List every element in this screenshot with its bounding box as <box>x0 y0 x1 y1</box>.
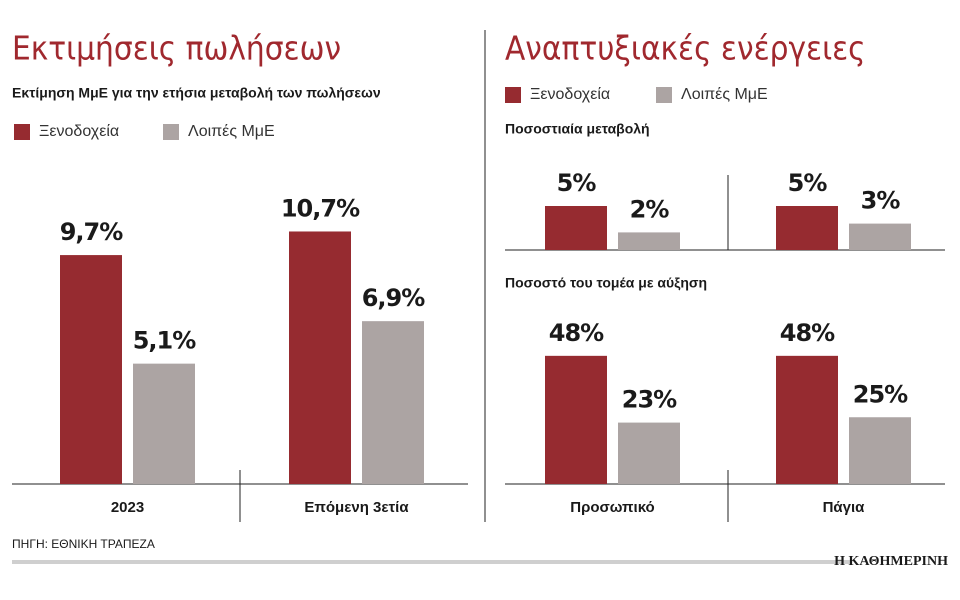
value-label: 2% <box>630 195 670 223</box>
subtitle: Εκτίμηση ΜμΕ για την ετήσια μεταβολή των… <box>12 85 381 101</box>
chart-title: Αναπτυξιακές ενέργειες <box>505 29 866 68</box>
legend-swatch <box>505 87 521 103</box>
value-label: 48% <box>780 319 835 347</box>
bar <box>545 206 607 250</box>
legend-label: Ξενοδοχεία <box>530 86 610 103</box>
legend-label: Λοιπές ΜμΕ <box>681 86 768 103</box>
legend-swatch <box>14 124 30 140</box>
value-label: 5% <box>788 169 828 197</box>
value-label: 10,7% <box>281 194 360 222</box>
value-label: 5,1% <box>133 327 197 355</box>
bar <box>849 417 911 484</box>
legend-swatch <box>163 124 179 140</box>
value-label: 3% <box>861 187 901 215</box>
bar <box>362 321 424 484</box>
legend-label: Λοιπές ΜμΕ <box>188 123 275 140</box>
legend-label: Ξενοδοχεία <box>39 123 119 140</box>
bar <box>289 231 351 484</box>
legend-swatch <box>656 87 672 103</box>
value-label: 23% <box>622 386 677 414</box>
brand: Η ΚΑΘΗΜΕΡΙΝΗ <box>834 554 948 569</box>
value-label: 25% <box>853 380 908 408</box>
bar <box>776 206 838 250</box>
subtitle: Ποσοστιαία μεταβολή <box>505 121 650 137</box>
value-label: 48% <box>549 319 604 347</box>
value-label: 5% <box>557 169 597 197</box>
chart-title: Εκτιμήσεις πωλήσεων <box>12 29 341 68</box>
bar <box>60 255 122 484</box>
source: ΠΗΓΗ: ΕΘΝΙΚΗ ΤΡΑΠΕΖΑ <box>12 537 155 551</box>
category-label: Επόμενη 3ετία <box>304 499 409 516</box>
bar <box>618 232 680 250</box>
category-label: 2023 <box>111 499 144 516</box>
bar <box>133 363 195 484</box>
category-label: Προσωπικό <box>570 499 654 516</box>
bar <box>618 422 680 484</box>
bar <box>776 355 838 484</box>
bar <box>545 355 607 484</box>
subtitle: Ποσοστό του τομέα με αύξηση <box>505 275 707 291</box>
category-label: Πάγια <box>823 499 866 516</box>
value-label: 6,9% <box>362 284 426 312</box>
value-label: 9,7% <box>60 218 124 246</box>
bar <box>849 223 911 250</box>
